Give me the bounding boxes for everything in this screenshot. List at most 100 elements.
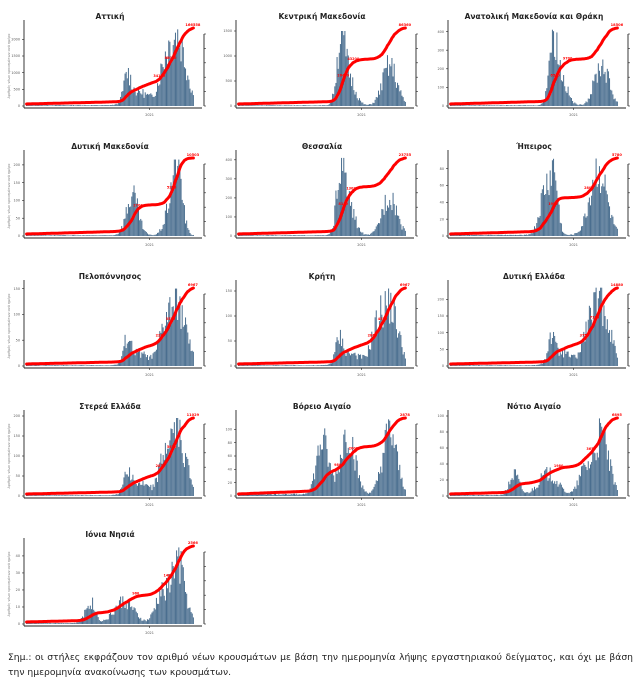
bar [394, 444, 396, 496]
bar [565, 492, 567, 496]
bar [108, 105, 110, 106]
bar [612, 473, 614, 496]
bar [475, 105, 477, 106]
bar [398, 333, 400, 366]
bar [145, 484, 147, 496]
cumulative-mid-label: 5255 [167, 186, 177, 190]
bar [395, 329, 397, 366]
bar [89, 235, 91, 236]
bar [88, 235, 90, 236]
bar [530, 491, 532, 496]
bar [26, 235, 28, 236]
bar [33, 495, 35, 496]
bar [253, 494, 255, 496]
bar [602, 430, 604, 496]
bar [154, 478, 156, 496]
bar [372, 102, 374, 106]
bar [367, 104, 369, 106]
bar [117, 102, 119, 106]
bar [62, 495, 64, 496]
bar [355, 455, 357, 496]
bar [50, 365, 52, 366]
bar [518, 478, 520, 496]
bar [270, 105, 272, 106]
bar [592, 325, 594, 366]
bar [385, 305, 387, 366]
bar [531, 365, 533, 366]
bar [346, 350, 348, 366]
bar [397, 82, 399, 106]
bar [187, 228, 189, 236]
bar [255, 494, 257, 496]
bar [103, 619, 105, 624]
bar [529, 105, 531, 106]
bar [484, 495, 486, 496]
bar [47, 623, 49, 624]
bar [123, 603, 125, 624]
bar [239, 365, 241, 366]
bar [115, 605, 117, 624]
bar [178, 48, 180, 106]
bar [613, 340, 615, 366]
bar [307, 365, 309, 366]
bar [77, 365, 79, 366]
bar [148, 234, 150, 236]
bar [369, 492, 371, 496]
bar [527, 492, 529, 496]
bar [388, 288, 390, 366]
bar [304, 235, 306, 236]
bar [76, 235, 78, 236]
bar [249, 105, 251, 106]
bar [462, 495, 464, 496]
bar [594, 453, 596, 496]
bar [55, 495, 57, 496]
bar [523, 492, 525, 496]
bar [86, 365, 88, 366]
bar [573, 488, 575, 496]
bar [282, 494, 284, 496]
bar [80, 365, 82, 366]
bar [242, 105, 244, 106]
bar [89, 365, 91, 366]
bar [112, 235, 114, 236]
bar [332, 359, 334, 366]
bar [50, 495, 52, 496]
bar [149, 356, 151, 366]
bar [556, 343, 558, 366]
bar [93, 365, 95, 366]
bar [479, 365, 481, 366]
bar [167, 588, 169, 624]
bar [388, 75, 390, 106]
bar [612, 343, 614, 366]
bar [95, 495, 97, 496]
bar [99, 621, 101, 624]
bar [138, 351, 140, 366]
bar [341, 346, 343, 366]
cumulative-line [25, 286, 195, 366]
bar [507, 234, 509, 236]
bar [596, 82, 598, 106]
bar [479, 495, 481, 496]
bar [511, 365, 513, 366]
bar [46, 495, 48, 496]
bar [483, 495, 485, 496]
bar [521, 365, 523, 366]
bar [306, 365, 308, 366]
bar [513, 365, 515, 366]
bar [352, 77, 354, 106]
bar [27, 235, 29, 236]
bar [537, 487, 539, 496]
bar [42, 105, 44, 106]
bar [263, 365, 265, 366]
bar [135, 95, 137, 106]
bar [474, 495, 476, 496]
bar [360, 354, 362, 366]
bar [288, 365, 290, 366]
bar [84, 105, 86, 106]
bar [169, 592, 171, 624]
bar [572, 491, 574, 496]
bar [489, 495, 491, 496]
bar [160, 453, 162, 496]
bar [313, 473, 315, 496]
bar [309, 105, 311, 106]
